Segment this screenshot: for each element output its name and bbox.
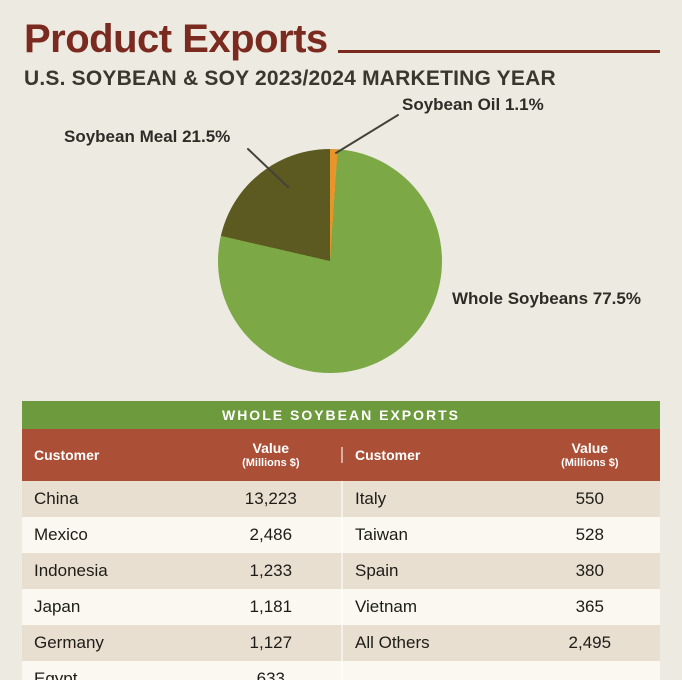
cell-value: 2,495 xyxy=(568,633,612,652)
cell-customer: Italy xyxy=(340,481,520,517)
col-header-value-left: Value (Millions $) xyxy=(201,440,341,470)
cell-customer: Japan xyxy=(34,597,81,616)
cell-customer xyxy=(340,661,520,680)
col-header-value-label: Value xyxy=(252,440,290,456)
cell-customer: Egypt xyxy=(34,669,78,680)
page-title: Product Exports xyxy=(24,17,328,61)
cell-value: 2,486 xyxy=(249,525,293,544)
cell-customer: Indonesia xyxy=(34,561,108,580)
cell-value: 1,181 xyxy=(249,597,293,616)
cell-value: 365 xyxy=(575,597,604,616)
cell-value: 380 xyxy=(575,561,604,580)
cell-value: 528 xyxy=(575,525,604,544)
cell-customer: Taiwan xyxy=(340,517,520,553)
cell-value: 550 xyxy=(575,489,604,508)
cell-customer: China xyxy=(34,489,79,508)
title-rule xyxy=(337,50,660,53)
col-header-value-sublabel: (Millions $) xyxy=(561,456,619,469)
table-row: Indonesia 1,233 Spain 380 xyxy=(22,553,660,589)
pie-chart-area: Soybean Meal 21.5% Soybean Oil 1.1% Whol… xyxy=(0,91,682,393)
cell-customer: Mexico xyxy=(34,525,88,544)
cell-customer: Vietnam xyxy=(340,589,520,625)
whole-soybean-exports-table: WHOLE SOYBEAN EXPORTS Customer Value (Mi… xyxy=(22,401,660,680)
cell-customer: Spain xyxy=(340,553,520,589)
col-header-value-label: Value xyxy=(571,440,609,456)
table-row: China 13,223 Italy 550 xyxy=(22,481,660,517)
cell-value: 1,127 xyxy=(249,633,293,652)
pie-label-whole-soybeans: Whole Soybeans 77.5% xyxy=(452,289,641,308)
title-row: Product Exports xyxy=(0,0,682,60)
table-title: WHOLE SOYBEAN EXPORTS xyxy=(22,401,660,429)
col-header-value-sublabel: (Millions $) xyxy=(242,456,300,469)
cell-customer: Germany xyxy=(34,633,104,652)
page-subtitle: U.S. SOYBEAN & SOY 2023/2024 MARKETING Y… xyxy=(24,67,556,90)
table-row: Egypt 633 xyxy=(22,661,660,680)
col-header-customer-right: Customer xyxy=(340,447,520,463)
col-header-customer-left: Customer xyxy=(34,447,100,463)
table-header-row: Customer Value (Millions $) Customer Val… xyxy=(22,429,660,481)
cell-value: 633 xyxy=(256,669,285,680)
cell-value: 1,233 xyxy=(249,561,293,580)
col-header-value-right: Value (Millions $) xyxy=(520,440,660,470)
table-row: Germany 1,127 All Others 2,495 xyxy=(22,625,660,661)
pie-label-soybean-oil: Soybean Oil 1.1% xyxy=(402,95,544,114)
table-row: Japan 1,181 Vietnam 365 xyxy=(22,589,660,625)
pie-label-soybean-meal: Soybean Meal 21.5% xyxy=(64,127,231,146)
leader-line-oil xyxy=(335,114,399,154)
cell-value: 13,223 xyxy=(244,489,297,508)
pie-chart xyxy=(218,149,442,373)
cell-customer: All Others xyxy=(340,625,520,661)
table-row: Mexico 2,486 Taiwan 528 xyxy=(22,517,660,553)
cell-value xyxy=(520,671,660,680)
